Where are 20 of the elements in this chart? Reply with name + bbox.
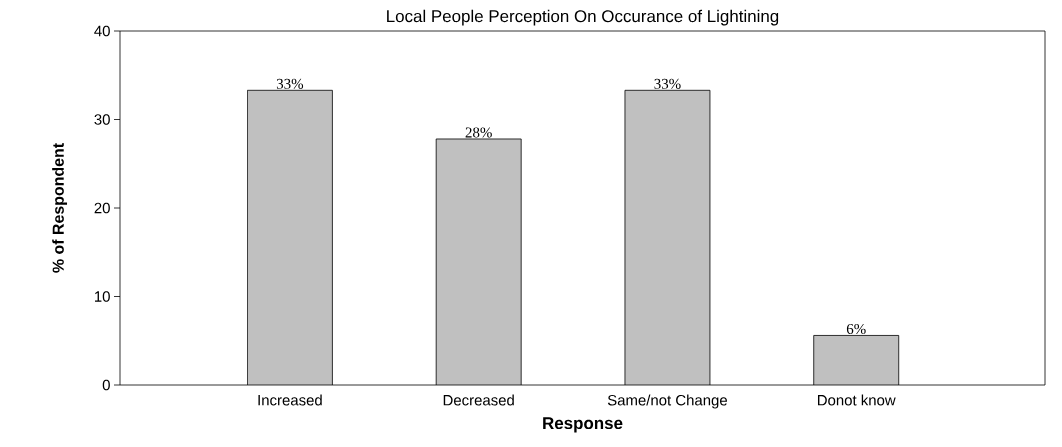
y-tick-label: 30 xyxy=(94,114,110,125)
x-tick-label: Increased xyxy=(258,394,322,406)
bar xyxy=(813,335,900,385)
bar xyxy=(247,89,333,385)
y-tick-label: 40 xyxy=(94,25,110,37)
y-tick-label: 10 xyxy=(95,291,110,302)
x-tick-label: Donot know xyxy=(817,394,896,406)
bar xyxy=(435,138,522,385)
y-tick-label: 20 xyxy=(94,202,110,214)
data-label: 28% xyxy=(465,127,492,138)
chart-title: Local People Perception On Occurance of Lightining xyxy=(387,9,779,26)
y-axis-title: % of Respondent xyxy=(52,143,68,273)
data-label: 6% xyxy=(846,323,866,335)
bar xyxy=(624,89,711,385)
data-label: 33% xyxy=(276,78,304,89)
data-label: 33% xyxy=(654,78,681,89)
x-axis-title: Response xyxy=(543,417,623,433)
x-tick-label: Decreased xyxy=(443,394,514,406)
y-tick-label: 0 xyxy=(102,379,110,391)
x-tick-label: Same/not Change xyxy=(607,394,727,409)
